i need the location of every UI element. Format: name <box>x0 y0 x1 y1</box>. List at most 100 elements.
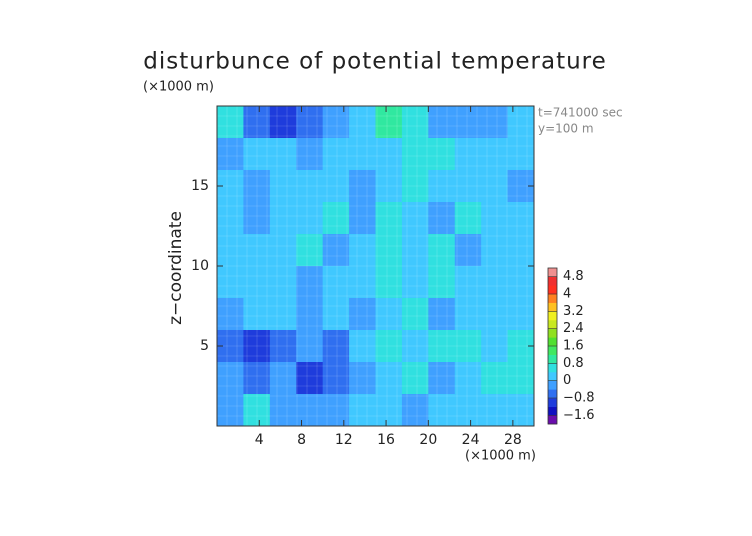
colorbar-tick-label: 4.8 <box>563 269 584 284</box>
colorbar-swatch <box>548 380 557 390</box>
field-cell <box>322 394 350 427</box>
field-cell <box>481 106 509 139</box>
field-cell <box>375 266 403 299</box>
field-cell <box>296 138 324 171</box>
field-cell <box>269 362 297 395</box>
field-cell <box>401 202 429 235</box>
field-cell <box>507 106 535 139</box>
field-cell <box>269 106 297 139</box>
field-cell <box>375 362 403 395</box>
annotation: y=100 m <box>538 122 594 136</box>
colorbar-swatch <box>548 294 557 303</box>
colorbar-swatch <box>548 406 557 416</box>
field-cell <box>322 202 350 235</box>
field-cell <box>428 330 456 363</box>
field-cell <box>349 138 376 171</box>
field-cell <box>217 202 244 235</box>
field-cell <box>454 106 482 139</box>
colorbar-tick-label: 2.4 <box>563 321 584 336</box>
field-cell <box>269 298 297 331</box>
field-cell <box>217 234 244 267</box>
field-cell <box>401 298 429 331</box>
field-cell <box>243 138 271 171</box>
field-cell <box>243 106 271 139</box>
field-cell <box>401 330 429 363</box>
colorbar-swatch <box>548 302 557 312</box>
field-cell <box>349 234 376 267</box>
x-tick-label: 20 <box>419 432 437 448</box>
colorbar-swatch <box>548 268 557 277</box>
field-cell <box>481 394 509 427</box>
field-cell <box>269 202 297 235</box>
field-cell <box>349 170 376 203</box>
colorbar-tick-label: 0 <box>563 373 571 388</box>
x-tick-label: 4 <box>255 432 264 448</box>
field-cell <box>217 394 244 427</box>
field-cell <box>375 234 403 267</box>
field-cell <box>428 298 456 331</box>
field-cell <box>296 362 324 395</box>
field-cell <box>428 266 456 299</box>
colorbar-swatch <box>548 363 557 373</box>
field-cell <box>322 106 350 139</box>
field-cell <box>507 394 535 427</box>
field-cell <box>296 298 324 331</box>
field-cell <box>296 266 324 299</box>
field-cell <box>428 394 456 427</box>
y-axis-label: z−coordinate <box>166 211 186 325</box>
field-cell <box>269 394 297 427</box>
field-cell <box>375 170 403 203</box>
field-cell <box>322 330 350 363</box>
field-cell <box>349 362 376 395</box>
field-cell <box>428 362 456 395</box>
colorbar-swatch <box>548 328 557 338</box>
field-cell <box>243 330 271 363</box>
colorbar-tick-label: 1.6 <box>563 339 584 354</box>
field-cell <box>349 394 376 427</box>
field-cell <box>296 106 324 139</box>
colorbar-tick-label: 3.2 <box>563 304 584 319</box>
x-unit: (×1000 m) <box>465 449 536 464</box>
field-cell <box>428 202 456 235</box>
colorbar-tick-label: −1.6 <box>563 408 595 423</box>
field-cell <box>428 170 456 203</box>
colorbar-swatch <box>548 311 557 321</box>
colorbar-swatch <box>548 389 557 399</box>
field-cell <box>296 202 324 235</box>
colorbar-swatch <box>548 337 557 347</box>
field-cell <box>375 394 403 427</box>
field-cell <box>454 170 482 203</box>
field-cell <box>269 138 297 171</box>
field-cell <box>454 298 482 331</box>
field-cell <box>296 394 324 427</box>
field-cell <box>269 330 297 363</box>
field-cell <box>243 362 271 395</box>
annotation: t=741000 sec <box>538 106 623 120</box>
field-cell <box>454 266 482 299</box>
field-cell <box>217 138 244 171</box>
field-cell <box>375 138 403 171</box>
field-cell <box>269 170 297 203</box>
field-cell <box>322 266 350 299</box>
field-cell <box>481 138 509 171</box>
colorbar-tick-label: 0.8 <box>563 356 584 371</box>
y-tick-label: 10 <box>191 258 209 274</box>
field-cell <box>481 170 509 203</box>
colorbar-tick-label: −0.8 <box>563 391 595 406</box>
field-cell <box>401 138 429 171</box>
field-cell <box>243 266 271 299</box>
field-cell <box>454 234 482 267</box>
colorbar-swatch <box>548 398 557 407</box>
field-cell <box>507 138 535 171</box>
y-unit: (×1000 m) <box>143 80 214 95</box>
field-cell <box>507 362 535 395</box>
field-cell <box>454 138 482 171</box>
colorbar-swatch <box>548 320 557 329</box>
field-cell <box>507 234 535 267</box>
y-tick-label: 5 <box>200 338 209 354</box>
y-tick-label: 15 <box>191 178 209 194</box>
field-cell <box>401 394 429 427</box>
field-cell <box>322 362 350 395</box>
field-cell <box>481 362 509 395</box>
